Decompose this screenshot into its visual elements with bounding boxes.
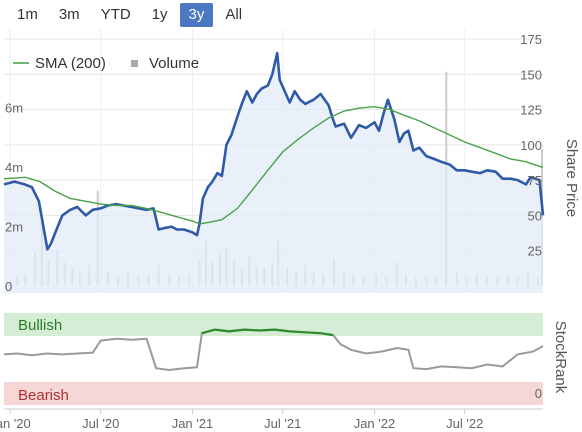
x-tick-label: Jul '22 bbox=[446, 416, 483, 431]
x-tick-label: Jan '21 bbox=[172, 416, 214, 431]
volume-tick-label: 2m bbox=[5, 219, 23, 234]
price-tick-label: 50 bbox=[528, 208, 542, 223]
stockrank-bullish-segment bbox=[201, 328, 334, 337]
bearish-label: Bearish bbox=[18, 387, 69, 404]
range-button-all[interactable]: All bbox=[216, 3, 251, 27]
x-axis: Jan '20 Jul '20 Jan '21 Jul '21 Jan '22 Jul '… bbox=[0, 408, 543, 431]
price-tick-label: 150 bbox=[520, 67, 542, 82]
volume-tick-label: 4m bbox=[5, 160, 23, 175]
stockrank-panel: Bullish Bearish 0 StockRank bbox=[3, 313, 569, 405]
range-button-ytd[interactable]: YTD bbox=[92, 3, 140, 27]
price-line bbox=[3, 51, 545, 251]
range-button-1m[interactable]: 1m bbox=[8, 3, 47, 27]
price-tick-label: 125 bbox=[520, 103, 542, 118]
legend: SMA (200) Volume bbox=[13, 55, 199, 72]
legend-sma-label: SMA (200) bbox=[35, 55, 106, 72]
x-tick-label: Jan '22 bbox=[354, 416, 396, 431]
legend-volume-label: Volume bbox=[149, 55, 199, 72]
bullish-band bbox=[4, 313, 543, 336]
range-button-3y[interactable]: 3y bbox=[179, 3, 214, 27]
price-tick-label: 100 bbox=[520, 138, 542, 153]
volume-axis: 0 2m 4m 6m bbox=[5, 100, 23, 294]
range-button-3m[interactable]: 3m bbox=[50, 3, 89, 27]
stockrank-zero-label: 0 bbox=[535, 386, 542, 401]
legend-volume-symbol bbox=[131, 60, 138, 67]
range-button-1y[interactable]: 1y bbox=[143, 3, 177, 27]
price-tick-label: 175 bbox=[520, 32, 542, 47]
bearish-band bbox=[4, 382, 543, 405]
volume-tick-label: 0 bbox=[5, 279, 12, 294]
price-axis-title: Share Price bbox=[563, 139, 580, 217]
price-tick-label: 75 bbox=[528, 173, 542, 188]
price-tick-label: 25 bbox=[528, 244, 542, 259]
range-selector: 1m 3m YTD 1y 3y All bbox=[8, 2, 254, 28]
sma-line bbox=[3, 105, 544, 225]
volume-tick-label: 6m bbox=[5, 100, 23, 115]
x-tick-label: Jul '21 bbox=[264, 416, 301, 431]
price-area bbox=[4, 53, 543, 293]
bullish-label: Bullish bbox=[18, 317, 62, 334]
stockrank-axis-title: StockRank bbox=[552, 321, 569, 394]
x-tick-label: Jul '20 bbox=[82, 416, 119, 431]
x-tick-label: Jan '20 bbox=[0, 416, 31, 431]
price-axis: 25 50 75 100 125 150 175 Share Price bbox=[520, 32, 580, 259]
